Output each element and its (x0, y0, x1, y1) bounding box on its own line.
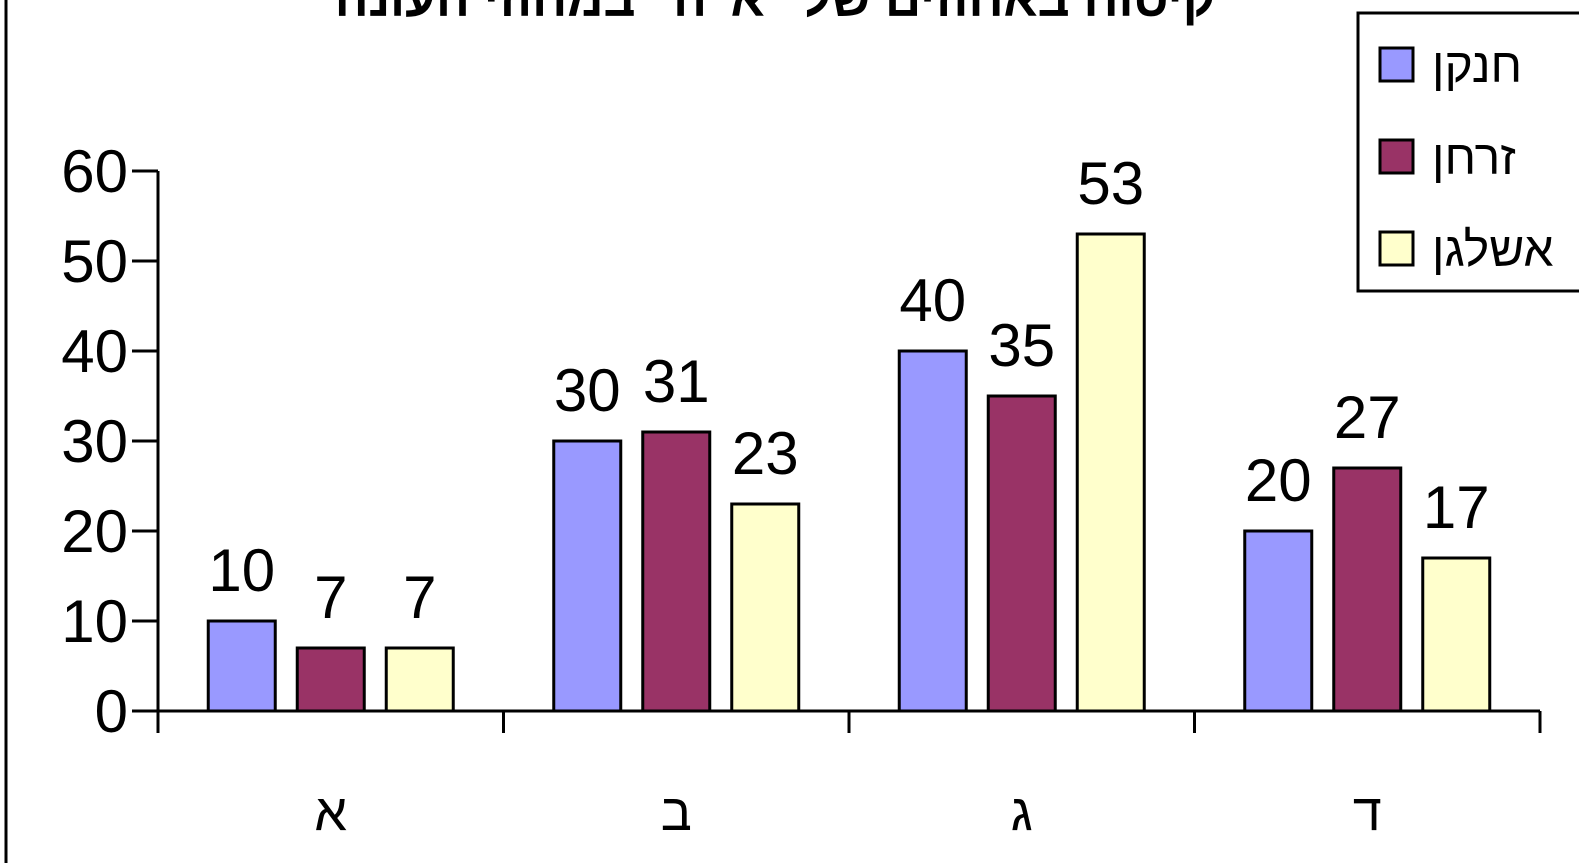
legend-swatch (1378, 46, 1415, 83)
legend-label: אשלגן (1432, 224, 1553, 277)
bar-value-label: 31 (643, 348, 710, 415)
y-tick-label: 60 (61, 138, 128, 205)
bar (1243, 529, 1314, 713)
bar (641, 430, 712, 713)
bar-value-label: 7 (314, 564, 347, 631)
legend-swatch (1378, 138, 1415, 175)
bar (730, 502, 801, 713)
bar-value-label: 35 (988, 312, 1055, 379)
bar-value-label: 7 (403, 564, 436, 631)
y-tick-label: 0 (95, 678, 128, 745)
bar (295, 646, 366, 713)
y-tick-label: 30 (61, 408, 128, 475)
chart-title: קיסוח באחוזים של "א"ה" במחוזי העונה (335, 0, 1216, 27)
bar-value-label: 20 (1245, 447, 1312, 514)
bar (206, 619, 277, 713)
bar-value-label: 53 (1077, 150, 1144, 217)
x-tick-label: ב (661, 784, 692, 842)
x-tick-label: ג (1011, 784, 1033, 842)
legend-swatch (1378, 230, 1415, 267)
bar-value-label: 40 (899, 267, 966, 334)
bar-value-label: 17 (1423, 474, 1490, 541)
bar (1421, 556, 1492, 713)
legend: חנקן זרחן אשלגן (1356, 11, 1579, 293)
plot-area: 0 10 20 30 40 50 60 10 7 7 א 30 31 23 ב 40 35 53 ג 20 27 17 ד (61, 138, 1542, 842)
bar-value-label: 10 (208, 537, 275, 604)
bar-value-label: 30 (554, 357, 621, 424)
x-tick-label: ד (1353, 784, 1382, 842)
legend-label: זרחן (1432, 132, 1516, 185)
bar-value-label: 27 (1334, 384, 1401, 451)
x-tick-label: א (314, 784, 347, 842)
y-tick-label: 50 (61, 228, 128, 295)
bar-value-label: 23 (732, 420, 799, 487)
y-tick-label: 10 (61, 588, 128, 655)
legend-label: חנקן (1432, 40, 1522, 93)
bar (1075, 232, 1146, 713)
y-tick-label: 40 (61, 318, 128, 385)
bar (384, 646, 455, 713)
bar (986, 394, 1057, 713)
bar (1332, 466, 1403, 713)
bar (552, 439, 623, 713)
y-tick-label: 20 (61, 498, 128, 565)
bar (897, 349, 968, 713)
